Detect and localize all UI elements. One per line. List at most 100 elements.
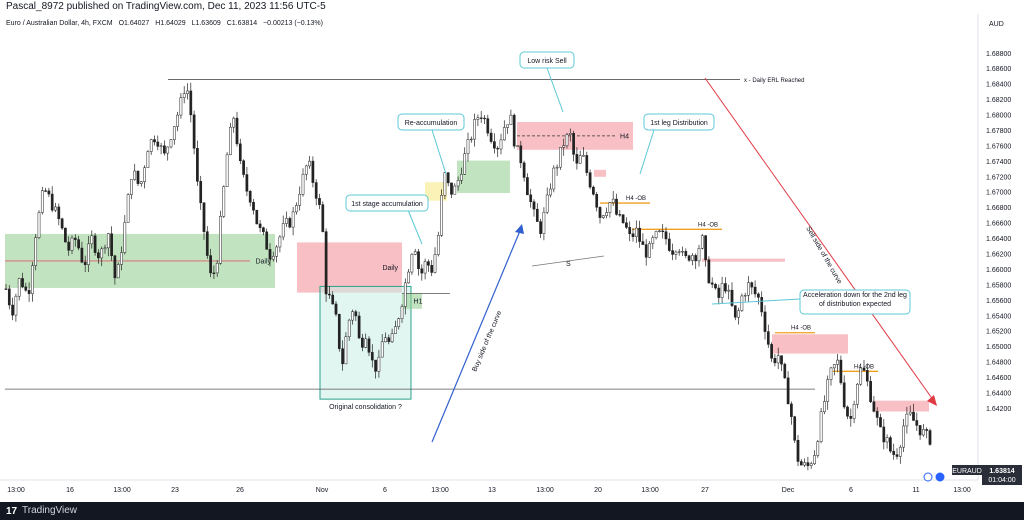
candle-up (169, 139, 173, 148)
candle-up (776, 355, 780, 364)
acceleration-text: Acceleration down for the 2nd leg of dis… (803, 292, 907, 308)
alert-icons[interactable] (923, 472, 945, 482)
candle-down (60, 218, 64, 229)
candle-up (506, 124, 509, 128)
candle-up (275, 246, 278, 257)
candle-up (466, 139, 470, 155)
candle-up (400, 306, 404, 319)
candle-up (898, 446, 902, 457)
candle-up (278, 236, 282, 248)
candle-down (664, 231, 668, 240)
zone-h4-supply-thin[interactable] (702, 258, 785, 262)
candle-down (687, 255, 691, 261)
candle-up (176, 114, 179, 127)
candle-down (872, 401, 876, 412)
candle-up (605, 212, 608, 216)
candle-down (588, 172, 592, 188)
y-tick-label: 1.66600 (986, 221, 1011, 228)
candle-down (615, 198, 618, 215)
candle-up (295, 205, 298, 213)
level-label: H4 -OB (698, 222, 718, 228)
candle-down (4, 288, 8, 290)
candle-down (93, 235, 97, 253)
candle-up (100, 248, 104, 259)
candle-down (446, 172, 450, 184)
candle-up (182, 93, 186, 98)
candle-down (879, 417, 882, 428)
price-axis[interactable]: AUD 1.688001.686001.684001.682001.680001… (952, 14, 1024, 502)
candle-down (163, 145, 166, 154)
candle-up (271, 256, 275, 260)
y-tick-label: 1.64400 (986, 390, 1011, 397)
candle-down (27, 290, 31, 294)
zone-h4-supply-small[interactable] (594, 169, 606, 177)
candle-down (318, 198, 321, 205)
candles-layer (4, 82, 932, 471)
x-tick-label: 20 (594, 487, 602, 494)
candle-up (819, 411, 823, 442)
zone-label: H1 (414, 299, 423, 306)
price-chart[interactable]: Daily Daily Original consolidation ? H1 H4 x… (0, 14, 1024, 502)
candle-down (865, 370, 869, 382)
ohlc-low: L1.63609 (192, 20, 221, 27)
candle-up (380, 341, 384, 358)
zone-label: Daily (255, 258, 271, 265)
candle-up (31, 265, 34, 294)
candle-down (196, 148, 199, 182)
candle-down (493, 141, 496, 149)
candle-down (262, 227, 265, 233)
low-risk-sell-box (519, 51, 575, 69)
candle-up (509, 114, 513, 126)
zone-daily-supply-mid[interactable] (297, 242, 402, 293)
footer-brand[interactable]: TradingView (22, 505, 78, 516)
candle-up (674, 251, 678, 255)
candle-up (443, 172, 447, 196)
candle-up (407, 271, 410, 284)
candle-down (73, 237, 77, 240)
y-tick-label: 1.68000 (986, 113, 1011, 120)
candle-up (90, 235, 94, 245)
candle-up (166, 146, 170, 154)
candle-down (918, 425, 922, 436)
candle-down (595, 194, 599, 208)
candle-down (189, 90, 193, 116)
zone-h4-supply-dec[interactable] (772, 334, 848, 354)
tradingview-logo-icon[interactable]: 17 (6, 506, 18, 517)
candle-up (651, 237, 655, 244)
candle-down (889, 437, 892, 452)
candle-down (638, 227, 641, 242)
ohlc-close: C1.63814 (227, 20, 257, 27)
zone-label: H4 (620, 133, 629, 140)
candle-up (542, 211, 546, 234)
candle-up (130, 179, 133, 195)
candle-down (786, 377, 790, 405)
reaccumulation-text: Re-accumulation (405, 120, 458, 127)
zone-h4-supply-last[interactable] (873, 400, 929, 412)
candle-down (598, 207, 602, 218)
acceleration-pointer (711, 298, 801, 305)
accumulation-pointer (407, 209, 423, 245)
candle-up (552, 167, 556, 190)
candle-up (499, 139, 503, 150)
candle-down (773, 358, 777, 364)
candle-down (450, 182, 453, 195)
candle-down (793, 416, 797, 441)
candle-down (67, 241, 71, 251)
event-icon[interactable] (935, 472, 945, 482)
y-tick-label: 1.66200 (986, 252, 1011, 259)
trend-mark-s: S (566, 261, 571, 268)
x-tick-label: 13 (488, 487, 496, 494)
candle-down (925, 429, 929, 431)
candle-up (565, 134, 569, 146)
candle-down (790, 403, 793, 417)
zone-h1-zone[interactable] (402, 293, 422, 309)
candle-down (733, 305, 737, 318)
candle-down (238, 143, 242, 161)
candle-down (192, 114, 196, 149)
time-axis[interactable]: 13:00 16 13:00 23 26 Nov 6 13:00 13 13:00 20 13:00 2… (0, 479, 978, 494)
flag-icon[interactable] (923, 472, 933, 482)
price-axis-bg (978, 14, 1024, 502)
candle-up (463, 153, 467, 175)
candle-up (473, 119, 476, 140)
candle-down (912, 411, 915, 421)
